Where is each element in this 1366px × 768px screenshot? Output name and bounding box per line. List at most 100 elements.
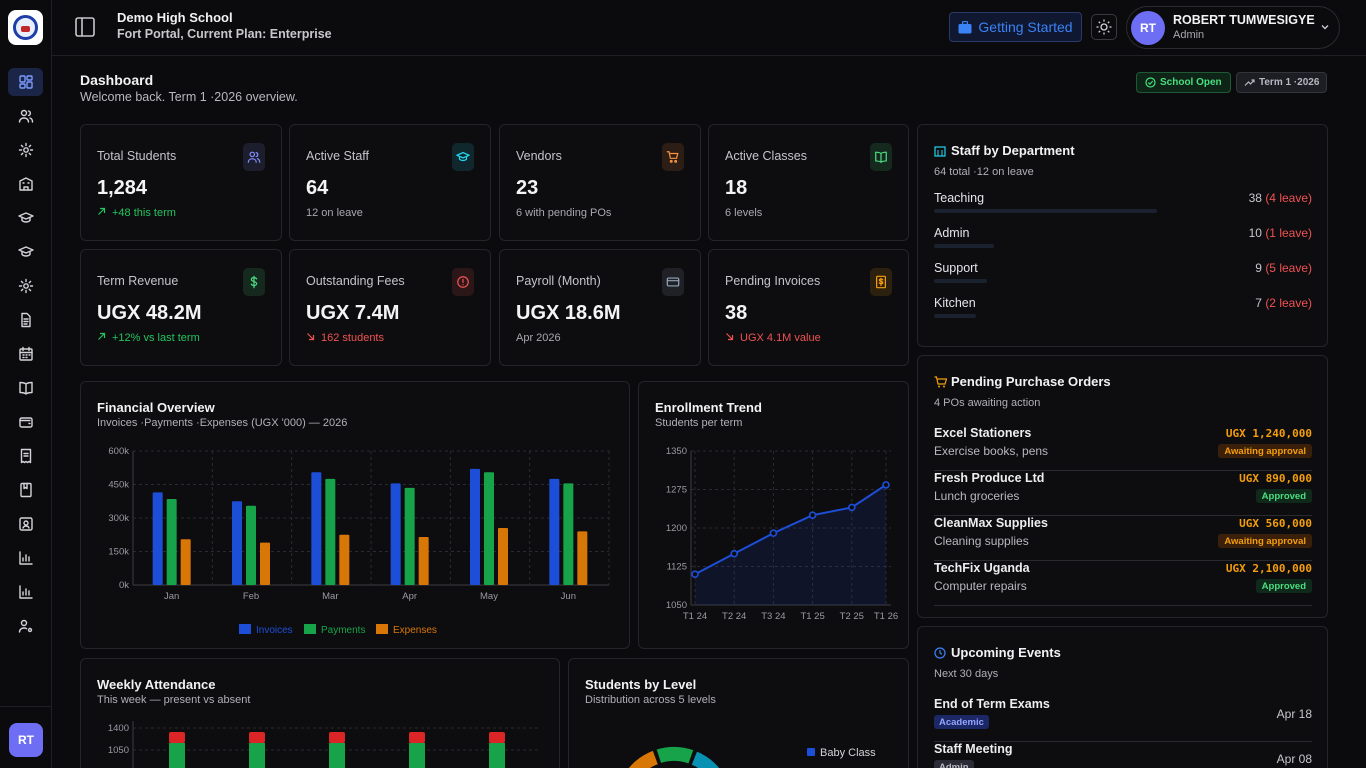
bar-payments[interactable]: [325, 478, 336, 585]
sidebar-item-2[interactable]: [8, 136, 43, 164]
theme-toggle-button[interactable]: [1091, 14, 1117, 40]
alert-circle-icon: [457, 276, 469, 288]
bar-absent[interactable]: [329, 732, 345, 743]
department-row[interactable]: Teaching 38 (4 leave): [934, 191, 1312, 221]
avatar[interactable]: RT: [9, 723, 43, 757]
donut-slice[interactable]: [689, 749, 722, 768]
sidebar-item-14[interactable]: [8, 544, 43, 572]
purchase-order-row[interactable]: TechFix Uganda Computer repairs UGX 2,100,…: [934, 561, 1312, 606]
sidebar-item-1[interactable]: [8, 102, 43, 130]
bar-invoices[interactable]: [152, 492, 163, 585]
book-open-icon: [18, 381, 33, 395]
bar-invoices[interactable]: [232, 501, 242, 585]
sun-icon: [1096, 19, 1112, 35]
bar-expenses[interactable]: [339, 534, 350, 585]
donut-slice[interactable]: [654, 745, 696, 766]
event-row[interactable]: Staff Meeting Admin Apr 08: [934, 742, 1312, 768]
stat-card[interactable]: Pending Invoices 38 UGX 4.1M value: [708, 249, 909, 366]
bar-payments[interactable]: [484, 472, 494, 585]
department-share-bar: [934, 244, 994, 248]
stat-card[interactable]: Active Staff 64 12 on leave: [289, 124, 491, 241]
stat-value: 38: [725, 302, 748, 324]
sidebar-toggle-button[interactable]: [72, 14, 98, 40]
data-point[interactable]: [882, 481, 890, 489]
sidebar-item-5[interactable]: [8, 238, 43, 266]
bar-absent[interactable]: [409, 732, 425, 743]
bar-invoices[interactable]: [549, 478, 560, 585]
department-row[interactable]: Kitchen 7 (2 leave): [934, 296, 1312, 326]
sidebar-item-3[interactable]: [8, 170, 43, 198]
bar-expenses[interactable]: [180, 539, 191, 585]
sidebar-item-6[interactable]: [8, 272, 43, 300]
bar-payments[interactable]: [404, 487, 415, 585]
bar-absent[interactable]: [489, 732, 505, 743]
stat-card[interactable]: Outstanding Fees UGX 7.4M 162 students: [289, 249, 491, 366]
bar-present[interactable]: [169, 743, 185, 768]
y-tick-label: 1050: [108, 745, 129, 756]
purchase-order-row[interactable]: Excel Stationers Exercise books, pens UGX …: [934, 426, 1312, 471]
bar-present[interactable]: [489, 743, 505, 768]
enrollment-chart: 1050 1125 1200 1275 1350 T1 24 T2 24 T3 24 T1 25…: [666, 446, 898, 622]
data-point[interactable]: [691, 570, 699, 578]
bar-invoices[interactable]: [311, 472, 322, 585]
bar-expenses[interactable]: [260, 542, 270, 585]
stat-card[interactable]: Active Classes 18 6 levels: [708, 124, 909, 241]
bar-expenses[interactable]: [577, 531, 588, 585]
bar-expenses[interactable]: [498, 528, 508, 585]
bar-present[interactable]: [409, 743, 425, 768]
department-row[interactable]: Support 9 (5 leave): [934, 261, 1312, 291]
user-role: Admin: [1173, 29, 1205, 41]
bar-expenses[interactable]: [418, 536, 429, 585]
attendance-chart-subtitle: This week — present vs absent: [97, 694, 251, 706]
legend-label[interactable]: Payments: [321, 625, 365, 636]
data-point[interactable]: [730, 549, 738, 558]
department-name: Teaching: [934, 191, 985, 205]
bar-present[interactable]: [329, 743, 345, 768]
sidebar-item-10[interactable]: [8, 408, 43, 436]
data-point[interactable]: [848, 503, 856, 512]
stat-card[interactable]: Term Revenue UGX 48.2M +12% vs last term: [80, 249, 282, 366]
purchase-order-row[interactable]: Fresh Produce Ltd Lunch groceries UGX 890,…: [934, 471, 1312, 516]
bar-absent[interactable]: [249, 732, 265, 743]
sidebar-item-15[interactable]: [8, 578, 43, 606]
bar-absent[interactable]: [169, 732, 185, 743]
sidebar-item-13[interactable]: [8, 510, 43, 538]
event-row[interactable]: End of Term Exams Academic Apr 18: [934, 697, 1312, 742]
legend-label[interactable]: Expenses: [393, 625, 437, 636]
sidebar-item-9[interactable]: [8, 374, 43, 402]
bar-payments[interactable]: [166, 499, 177, 585]
po-amount: UGX 1,240,000: [1225, 427, 1312, 440]
bar-payments[interactable]: [563, 483, 574, 585]
donut-slice[interactable]: [614, 748, 661, 768]
stat-icon-box: [870, 268, 892, 296]
sidebar-item-8[interactable]: [8, 340, 43, 368]
building-icon: [934, 146, 946, 157]
dollar-icon: [250, 275, 258, 289]
bar-invoices[interactable]: [470, 468, 480, 585]
bar-payments[interactable]: [246, 505, 256, 585]
purchase-order-row[interactable]: CleanMax Supplies Cleaning supplies UGX 56…: [934, 516, 1312, 561]
stat-card[interactable]: Payroll (Month) UGX 18.6M Apr 2026: [499, 249, 701, 366]
bar-present[interactable]: [249, 743, 265, 768]
legend-label[interactable]: Invoices: [256, 625, 293, 636]
y-tick-label: 1125: [667, 562, 687, 573]
data-point[interactable]: [808, 511, 817, 519]
stat-card[interactable]: Vendors 23 6 with pending POs: [499, 124, 701, 241]
bar-invoices[interactable]: [390, 483, 401, 585]
sidebar-item-7[interactable]: [8, 306, 43, 334]
sidebar-item-11[interactable]: [8, 442, 43, 470]
sidebar-item-12[interactable]: [8, 476, 43, 504]
user-menu[interactable]: RT ROBERT TUMWESIGYE Admin: [1126, 6, 1340, 49]
stat-icon-box: [870, 143, 892, 171]
department-row[interactable]: Admin 10 (1 leave): [934, 226, 1312, 256]
x-tick-label: T1 24: [683, 611, 707, 622]
sidebar-item-0[interactable]: [8, 68, 43, 96]
stat-note-text: +12% vs last term: [112, 332, 200, 344]
stat-card[interactable]: Total Students 1,284 +48 this term: [80, 124, 282, 241]
data-point[interactable]: [769, 529, 778, 537]
sidebar-item-4[interactable]: [8, 204, 43, 232]
school-logo[interactable]: [8, 10, 43, 45]
getting-started-button[interactable]: Getting Started: [949, 12, 1082, 42]
sidebar-item-16[interactable]: [8, 612, 43, 640]
